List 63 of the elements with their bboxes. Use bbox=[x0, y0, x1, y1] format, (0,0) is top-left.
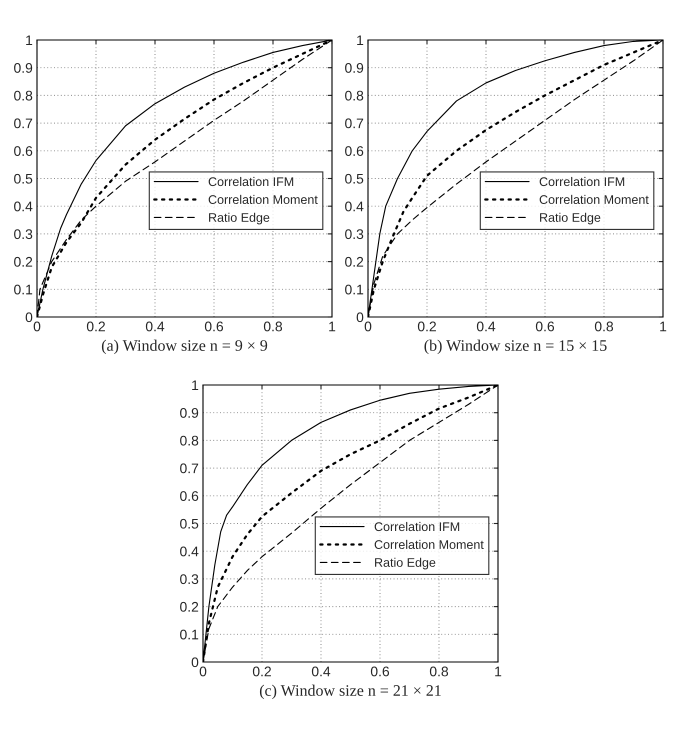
x-tick-label: 0.8 bbox=[594, 322, 614, 332]
y-tick-label: 0.5 bbox=[180, 518, 198, 529]
y-tick-label: 0.5 bbox=[14, 174, 32, 184]
y-tick-label: 0.8 bbox=[180, 436, 198, 446]
x-axis-title: (c) Window size n = 21 × 21 bbox=[260, 684, 441, 700]
y-tick-label: 0 bbox=[26, 312, 32, 322]
x-tick-label: 0.8 bbox=[430, 666, 448, 676]
x-tick-label: 1 bbox=[495, 666, 502, 676]
y-tick-label: 1 bbox=[357, 35, 364, 46]
y-tick-label: 0.9 bbox=[14, 63, 32, 73]
y-tick-label: 0.4 bbox=[14, 202, 32, 212]
x-tick-label: 1 bbox=[329, 322, 336, 332]
y-tick-label: 0 bbox=[356, 312, 364, 322]
y-tick-label: 0.6 bbox=[14, 146, 32, 156]
y-tick-label: 0.4 bbox=[345, 202, 364, 212]
y-tick-label: 0.2 bbox=[345, 256, 364, 267]
y-tick-label: 0.6 bbox=[180, 491, 198, 501]
y-tick-label: 0.1 bbox=[345, 284, 364, 294]
y-tick-label: 0.9 bbox=[345, 63, 364, 73]
x-tick-label: 0.4 bbox=[312, 666, 330, 676]
legend-label: Correlation IFM bbox=[208, 176, 294, 186]
x-axis-title: (b) Window size n = 15 × 15 bbox=[424, 340, 607, 354]
x-tick-label: 0.6 bbox=[370, 666, 390, 676]
x-axis-title: (a) Window size n = 9 × 9 bbox=[102, 340, 268, 354]
y-tick-label: 0.7 bbox=[180, 463, 198, 474]
x-tick-label: 0.6 bbox=[204, 322, 224, 332]
y-tick-label: 0 bbox=[192, 657, 198, 668]
x-tick-label: 0 bbox=[200, 666, 206, 676]
y-tick-label: 0.6 bbox=[345, 146, 364, 156]
x-tick-label: 0.2 bbox=[86, 322, 105, 332]
x-tick-label: 0 bbox=[364, 322, 372, 332]
legend-label: Ratio Edge bbox=[540, 212, 600, 224]
x-tick-label: 0.4 bbox=[476, 322, 496, 332]
x-tick-label: 0.4 bbox=[146, 322, 164, 332]
y-tick-label: 0.8 bbox=[345, 90, 364, 101]
legend-label: Correlation IFM bbox=[540, 176, 624, 186]
y-tick-label: 0.7 bbox=[345, 118, 364, 128]
x-tick-label: 1 bbox=[660, 322, 666, 332]
y-tick-label: 0.2 bbox=[180, 602, 198, 612]
y-tick-label: 1 bbox=[26, 35, 32, 46]
y-tick-label: 0.3 bbox=[14, 229, 32, 240]
x-tick-label: 0.2 bbox=[252, 666, 271, 676]
x-tick-label: 0.6 bbox=[536, 322, 554, 332]
y-tick-label: 1 bbox=[192, 380, 198, 390]
y-tick-label: 0.3 bbox=[345, 229, 364, 240]
y-tick-label: 0.8 bbox=[14, 90, 32, 101]
x-tick-label: 0 bbox=[34, 322, 40, 332]
y-tick-label: 0.4 bbox=[180, 546, 198, 556]
y-tick-label: 0.9 bbox=[180, 408, 198, 418]
y-tick-label: 0.3 bbox=[180, 574, 198, 584]
legend-label: Correlation Moment bbox=[208, 194, 318, 204]
y-tick-label: 0.5 bbox=[345, 174, 364, 184]
legend-label: Correlation IFM bbox=[374, 522, 460, 532]
y-tick-label: 0.7 bbox=[14, 118, 32, 128]
y-tick-label: 0.2 bbox=[14, 256, 32, 267]
y-tick-label: 0.1 bbox=[180, 630, 198, 640]
x-tick-label: 0.2 bbox=[418, 322, 436, 332]
legend-label: Ratio Edge bbox=[375, 558, 436, 570]
legend-label: Correlation Moment bbox=[540, 194, 649, 204]
legend-label: Correlation Moment bbox=[374, 540, 484, 550]
y-tick-label: 0.1 bbox=[14, 284, 32, 294]
legend-label: Ratio Edge bbox=[209, 212, 270, 224]
x-tick-label: 0.8 bbox=[264, 322, 282, 332]
